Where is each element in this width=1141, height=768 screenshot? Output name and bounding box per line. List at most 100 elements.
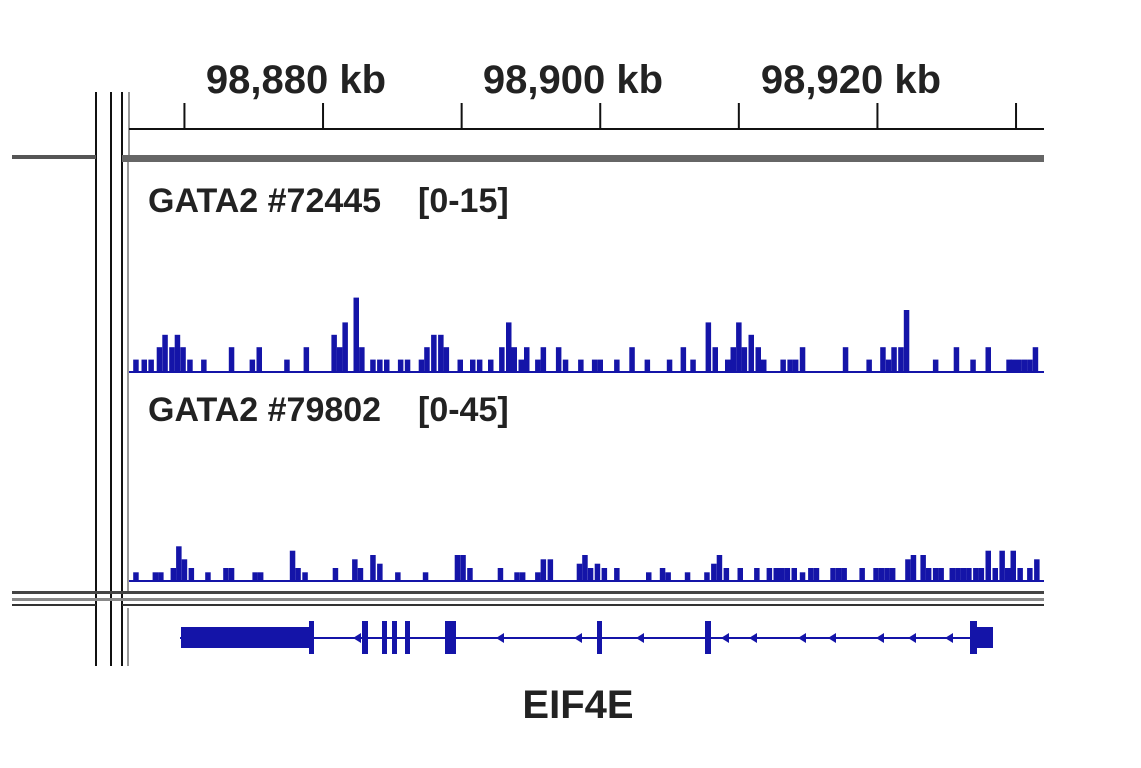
coverage-bar: [644, 359, 651, 372]
strand-arrow: [749, 633, 757, 643]
ruler-tick-label: 98,900 kb: [483, 58, 663, 102]
coverage-bar: [397, 359, 404, 372]
coverage-bar: [162, 334, 168, 372]
coverage-bar: [787, 359, 793, 372]
coverage-bar: [384, 359, 390, 372]
coverage-bar: [985, 347, 991, 372]
gene-exon: [445, 621, 456, 654]
coverage-bar: [460, 555, 466, 581]
coverage-bar: [830, 568, 836, 581]
coverage-bar: [395, 572, 401, 581]
coverage-bar: [873, 568, 879, 581]
coverage-bar: [228, 568, 235, 581]
coverage-bar: [594, 563, 601, 581]
coverage-bar: [377, 563, 383, 581]
coverage-bar: [905, 559, 911, 581]
coverage-bar: [910, 555, 917, 581]
coverage-bar: [547, 559, 554, 581]
coverage-bar: [748, 334, 754, 372]
coverage-bar: [925, 568, 932, 581]
coverage-bar: [170, 568, 177, 581]
coverage-bar: [331, 334, 337, 372]
strand-arrow: [798, 633, 806, 643]
coverage-bar: [1006, 359, 1012, 372]
coverage-bar: [205, 572, 211, 581]
coverage-bar: [799, 347, 806, 372]
coverage-bar: [880, 347, 886, 372]
coverage-bar: [737, 568, 743, 581]
coverage-bar: [359, 347, 365, 372]
gene-exon: [382, 621, 387, 654]
coverage-bar: [859, 568, 865, 581]
coverage-bar: [761, 359, 767, 372]
coverage-bar: [659, 568, 666, 581]
coverage-bar: [878, 568, 885, 581]
coverage-bar: [252, 572, 258, 581]
coverage-bar: [938, 568, 944, 581]
strand-arrow: [721, 633, 729, 643]
coverage-bar: [488, 359, 494, 372]
coverage-bar: [377, 359, 383, 372]
coverage-bar: [303, 347, 310, 372]
coverage-bar: [808, 568, 814, 581]
track-range: [0-15]: [418, 182, 509, 220]
coverage-bar: [562, 359, 569, 372]
coverage-bar: [518, 359, 524, 372]
coverage-bar: [148, 359, 154, 372]
coverage-bar: [342, 322, 348, 372]
coverage-bar: [1021, 359, 1028, 372]
coverage-bar: [741, 347, 748, 372]
coverage-bar: [885, 359, 892, 372]
coverage-bar: [332, 568, 339, 581]
coverage-bar: [665, 572, 671, 581]
coverage-bar: [1034, 559, 1040, 581]
coverage-bar: [684, 572, 691, 581]
coverage-bar: [519, 572, 526, 581]
coverage-bar: [884, 568, 890, 581]
coverage-bar: [582, 555, 588, 581]
track-range: [0-45]: [418, 391, 509, 429]
coverage-bar: [725, 359, 731, 372]
coverage-bar: [174, 334, 181, 372]
strand-arrow: [353, 633, 361, 643]
coverage-bar: [499, 347, 505, 372]
gene-exon: [362, 621, 368, 654]
coverage-bar: [476, 359, 483, 372]
coverage-bar: [799, 572, 806, 581]
coverage-bar: [418, 359, 425, 372]
coverage-bar: [576, 563, 583, 581]
coverage-bar: [704, 572, 710, 581]
coverage-bar: [601, 568, 608, 581]
coverage-bar: [841, 568, 847, 581]
panel-frame: [95, 92, 130, 666]
gene-strand-arrows: [353, 633, 953, 643]
coverage-bar: [223, 568, 229, 581]
strand-arrow: [574, 633, 582, 643]
coverage-bar: [187, 359, 193, 372]
coverage-bar: [1010, 359, 1016, 372]
gene-utr-3prime: [181, 627, 309, 648]
coverage-bar: [629, 347, 635, 372]
coverage-bar: [443, 347, 450, 372]
track-label: GATA2 #72445: [148, 182, 381, 220]
coverage-bar: [181, 559, 188, 581]
strand-arrow: [828, 633, 836, 643]
gene-exon: [309, 621, 314, 654]
coverage-bar: [666, 359, 673, 372]
strand-arrow: [496, 633, 504, 643]
track-bars: [133, 297, 1039, 372]
coverage-bar: [614, 568, 620, 581]
coverage-bar: [188, 568, 195, 581]
coverage-bar: [422, 572, 429, 581]
coverage-bar: [999, 550, 1005, 581]
coverage-bar: [866, 359, 872, 372]
coverage-bar: [256, 347, 262, 372]
coverage-bar: [514, 572, 520, 581]
coverage-bar: [470, 359, 476, 372]
panel-separators: [12, 155, 1044, 606]
coverage-bar: [792, 359, 799, 372]
coverage-bar: [591, 359, 598, 372]
coverage-bar: [711, 563, 717, 581]
track-label: GATA2 #79802: [148, 391, 381, 429]
coverage-bar: [370, 555, 376, 581]
